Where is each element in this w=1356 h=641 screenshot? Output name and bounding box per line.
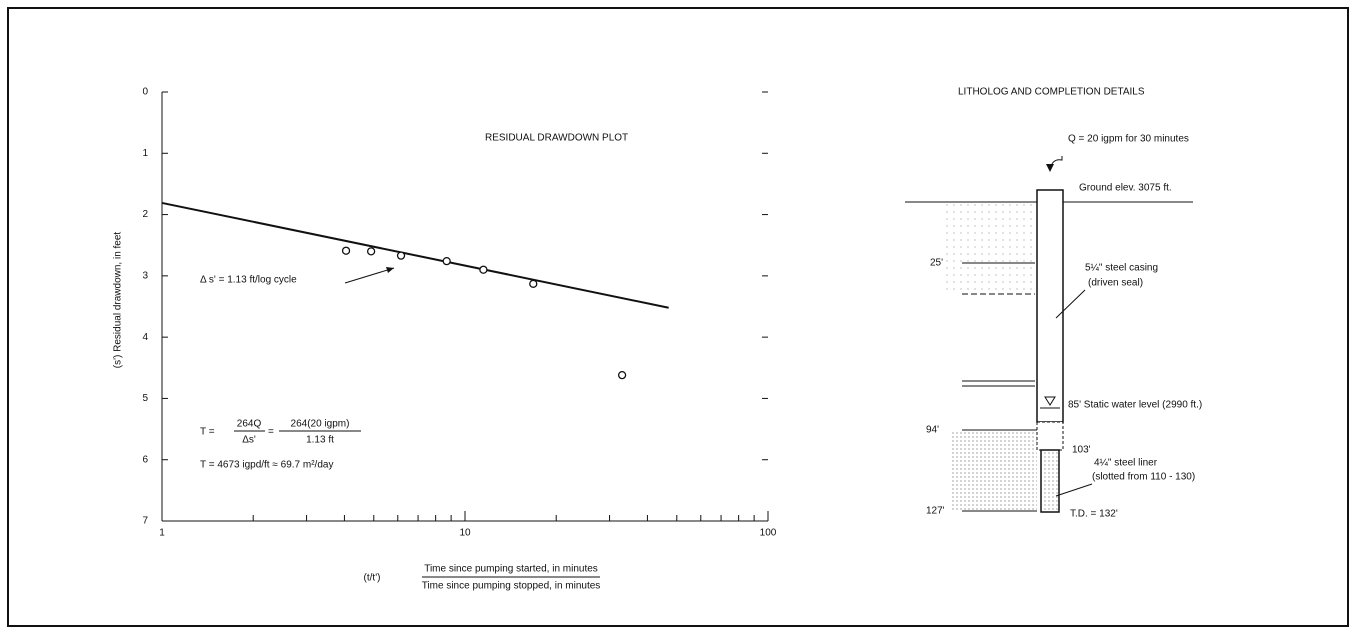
y-tick-label: 2 xyxy=(142,209,148,220)
formula-lhs: T = xyxy=(200,427,215,438)
y-tick-label: 7 xyxy=(142,516,148,527)
y-tick-label: 6 xyxy=(142,454,148,465)
leader xyxy=(1056,484,1092,496)
formula-den: 1.13 ft xyxy=(306,435,334,446)
depth-label: 103' xyxy=(1072,445,1091,456)
depth-label: 25' xyxy=(930,258,943,269)
x-tick-label: 10 xyxy=(459,528,471,539)
slope-annotation: Δ s' = 1.13 ft/log cycle xyxy=(200,275,297,286)
casing-seal xyxy=(1037,422,1063,450)
diagram-title: LITHOLOG AND COMPLETION DETAILS xyxy=(958,87,1145,98)
total-depth-label: T.D. = 132' xyxy=(1070,509,1118,520)
data-point xyxy=(530,280,537,287)
x-tick-label: 100 xyxy=(760,528,777,539)
data-point xyxy=(619,372,626,379)
trend-line xyxy=(162,203,669,308)
data-point xyxy=(443,258,450,265)
discharge-label: Q = 20 igpm for 30 minutes xyxy=(1068,134,1189,145)
arrow-head xyxy=(386,267,394,273)
y-tick-label: 4 xyxy=(142,332,148,343)
y-tick-label: 5 xyxy=(142,393,148,404)
y-tick-label: 0 xyxy=(142,87,148,98)
x-axis-numerator: Time since pumping started, in minutes xyxy=(424,564,598,575)
liner xyxy=(1041,450,1059,512)
formula-num: 264(20 igpm) xyxy=(291,419,350,430)
arrow xyxy=(345,268,394,283)
casing-note: (driven seal) xyxy=(1088,278,1143,289)
y-axis-label: (s') Residual drawdown, in feet xyxy=(113,232,124,369)
frame xyxy=(8,8,1348,626)
data-point xyxy=(368,248,375,255)
y-tick-label: 1 xyxy=(142,148,148,159)
casing xyxy=(1037,190,1063,422)
x-tick-label: 1 xyxy=(159,528,165,539)
x-axis-denominator: Time since pumping stopped, in minutes xyxy=(422,581,601,592)
formula-result: T = 4673 igpd/ft ≈ 69.7 m²/day xyxy=(200,460,333,471)
data-point xyxy=(480,266,487,273)
data-point xyxy=(343,247,350,254)
aquifer-layer xyxy=(950,431,1037,511)
formula-eq: = xyxy=(268,427,274,438)
depth-label: 94' xyxy=(926,425,939,436)
ground-label: Ground elev. 3075 ft. xyxy=(1079,183,1172,194)
data-point xyxy=(398,252,405,259)
discharge-head xyxy=(1046,164,1054,172)
water-level-label: 85' Static water level (2990 ft.) xyxy=(1068,400,1202,411)
x-axis-symbol: (t/t') xyxy=(364,573,381,584)
chart-title: RESIDUAL DRAWDOWN PLOT xyxy=(485,133,628,144)
liner-label: 4¼" steel liner xyxy=(1094,457,1158,469)
sand-layer xyxy=(945,203,1035,291)
formula-num: 264Q xyxy=(237,419,262,430)
y-tick-label: 3 xyxy=(142,270,148,281)
depth-label: 127' xyxy=(926,506,945,517)
casing-label: 5¼" steel casing xyxy=(1085,262,1158,274)
liner-note: (slotted from 110 - 130) xyxy=(1092,472,1195,483)
figure: RESIDUAL DRAWDOWN PLOT (s') Residual dra… xyxy=(0,0,1356,636)
formula-den: Δs' xyxy=(242,435,256,446)
